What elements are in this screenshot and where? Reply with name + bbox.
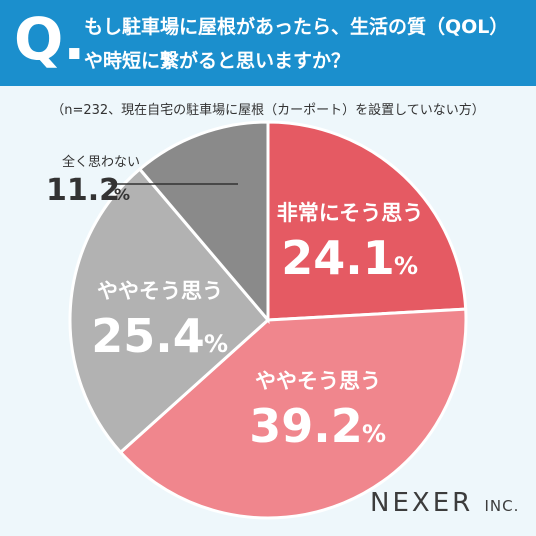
label-very-much: 非常にそう思う: [277, 201, 424, 225]
slice-somewhat-pink: [118, 307, 468, 520]
unit-label: %: [204, 330, 228, 358]
unit-label: %: [114, 185, 130, 204]
sample-note: （n=232、現在自宅の駐車場に屋根（カーポート）を設置していない方）: [51, 103, 485, 118]
value-label: 24.1: [281, 231, 395, 285]
slice-somewhat-gray: [68, 167, 271, 455]
question-header: Q. もし駐車場に屋根があったら、生活の質（QOL） や時短に繋がると思いますか…: [0, 0, 536, 86]
brand-suffix: INC.: [484, 497, 520, 515]
question-text-line2: や時短に繋がると思いますか？: [84, 50, 351, 72]
brand-logo: NEXER INC.: [370, 488, 519, 518]
unit-label: %: [362, 420, 386, 448]
question-text-line1: もし駐車場に屋根があったら、生活の質（QOL）: [84, 16, 509, 38]
question-mark: Q.: [14, 5, 86, 73]
label-somewhat-pink: ややそう思う: [255, 369, 381, 393]
label-not-at-all: 全く思わない: [62, 154, 140, 170]
value-label: 25.4: [91, 309, 205, 363]
value-label: 11.2: [46, 173, 120, 208]
slice-not-at-all: [137, 120, 270, 325]
label-somewhat-gray: ややそう思う: [97, 279, 223, 303]
brand-name: NEXER: [370, 488, 474, 518]
value-label: 39.2: [249, 399, 363, 453]
slice-very-much: [266, 120, 468, 322]
unit-label: %: [394, 252, 418, 280]
